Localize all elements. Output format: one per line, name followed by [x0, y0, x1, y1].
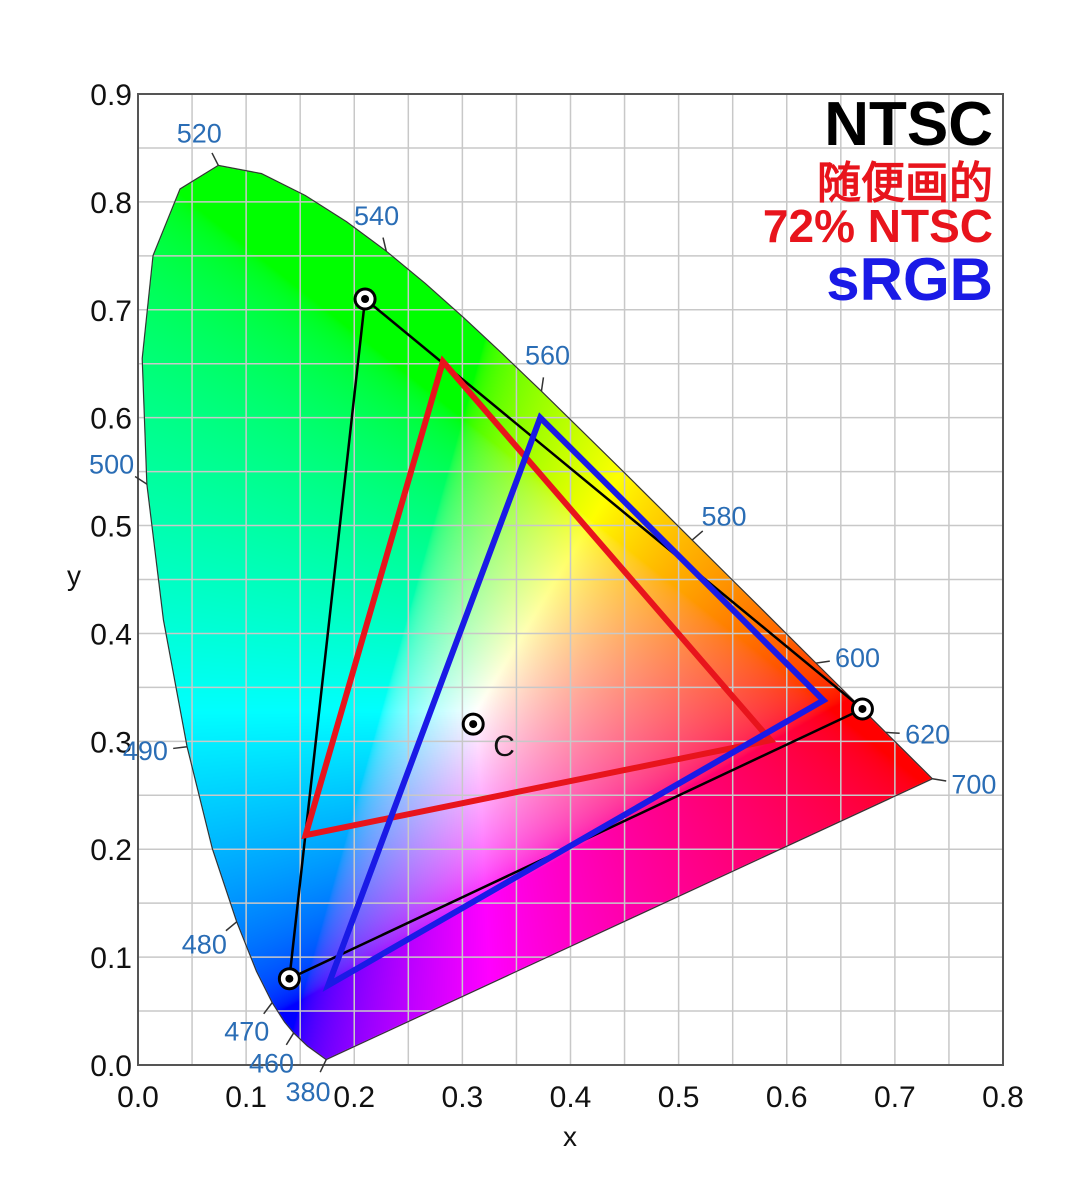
ntsc-primary-marker-dot: [858, 704, 867, 713]
y-tick-label: 0.9: [90, 79, 132, 112]
wavelength-label-560: 560: [525, 341, 570, 371]
x-tick-label: 0.0: [117, 1081, 159, 1114]
y-tick-label: 0.5: [90, 511, 132, 544]
white-point-label: C: [493, 730, 515, 763]
wavelength-label-490: 490: [123, 736, 168, 766]
wavelength-label-470: 470: [224, 1016, 269, 1046]
y-tick-label: 0.7: [90, 295, 132, 328]
wavelength-label-380: 380: [286, 1077, 331, 1107]
wavelength-tick: [225, 921, 238, 932]
axes: 0.0 0.1 0.2 0.3 0.4 0.5 0.6 0.7 0.8 0.0 0.1 0.2 0.3 0…: [90, 79, 1024, 1114]
gamut-triangle--72-ntsc: [301, 355, 777, 840]
wavelength-label-580: 580: [702, 502, 747, 532]
wavelength-label-540: 540: [354, 201, 399, 231]
wavelength-tick: [885, 731, 900, 734]
x-tick-label: 0.5: [658, 1081, 700, 1114]
legend: NTSC 随便画的 72% NTSC sRGB: [763, 90, 993, 313]
wavelength-tick: [382, 237, 387, 252]
ntsc-primary-marker-dot: [361, 294, 370, 303]
wavelength-label-480: 480: [182, 930, 227, 960]
ntsc-primary-marker-dot: [285, 974, 294, 983]
y-tick-label: 0.4: [90, 618, 132, 651]
spectral-locus: [141, 164, 934, 1061]
wavelength-label-700: 700: [951, 769, 996, 799]
wavelength-tick: [540, 377, 545, 392]
wavelength-tick: [263, 1002, 273, 1015]
y-tick-label: 0.3: [90, 726, 132, 759]
x-tick-label: 0.1: [225, 1081, 267, 1114]
wavelength-label-460: 460: [249, 1049, 294, 1079]
x-tick-label: 0.4: [550, 1081, 592, 1114]
y-tick-label: 0.8: [90, 187, 132, 220]
x-tick-label: 0.8: [982, 1081, 1024, 1114]
x-tick-label: 0.3: [442, 1081, 484, 1114]
wavelength-tick: [691, 530, 704, 541]
y-tick-label: 0.6: [90, 403, 132, 436]
wavelength-tick: [319, 1059, 327, 1073]
white-point-marker-dot: [469, 720, 478, 729]
y-tick-label: 0.0: [90, 1050, 132, 1083]
wavelength-label-600: 600: [835, 643, 880, 673]
gamut-triangle-srgb: [322, 412, 829, 992]
x-tick-label: 0.2: [333, 1081, 375, 1114]
spectral-locus-outline: [141, 164, 934, 1061]
wavelength-tick: [815, 660, 830, 664]
wavelength-label-520: 520: [177, 118, 222, 148]
legend-ntsc: NTSC: [824, 90, 993, 159]
legend-72-ntsc: 72% NTSC: [763, 200, 993, 252]
wavelength-tick: [285, 1032, 295, 1046]
gamut-triangles: C: [277, 287, 874, 992]
x-tick-label: 0.7: [874, 1081, 916, 1114]
legend-srgb: sRGB: [826, 246, 993, 313]
wavelength-tick: [211, 152, 220, 166]
plot-frame: [137, 93, 1004, 1066]
legend-casual: 随便画的: [817, 159, 993, 208]
wavelength-tick: [173, 745, 188, 750]
y-tick-label: 0.1: [90, 942, 132, 975]
gamut-triangle-ntsc: [287, 296, 865, 981]
y-tick-label: 0.2: [90, 834, 132, 867]
x-tick-label: 0.6: [766, 1081, 808, 1114]
wavelength-tick: [134, 475, 148, 485]
x-axis-label: x: [563, 1121, 577, 1152]
wavelength-label-620: 620: [905, 720, 950, 750]
y-axis-label: y: [67, 560, 81, 591]
wavelength-tick: [932, 778, 947, 782]
wavelength-label-500: 500: [89, 450, 134, 480]
